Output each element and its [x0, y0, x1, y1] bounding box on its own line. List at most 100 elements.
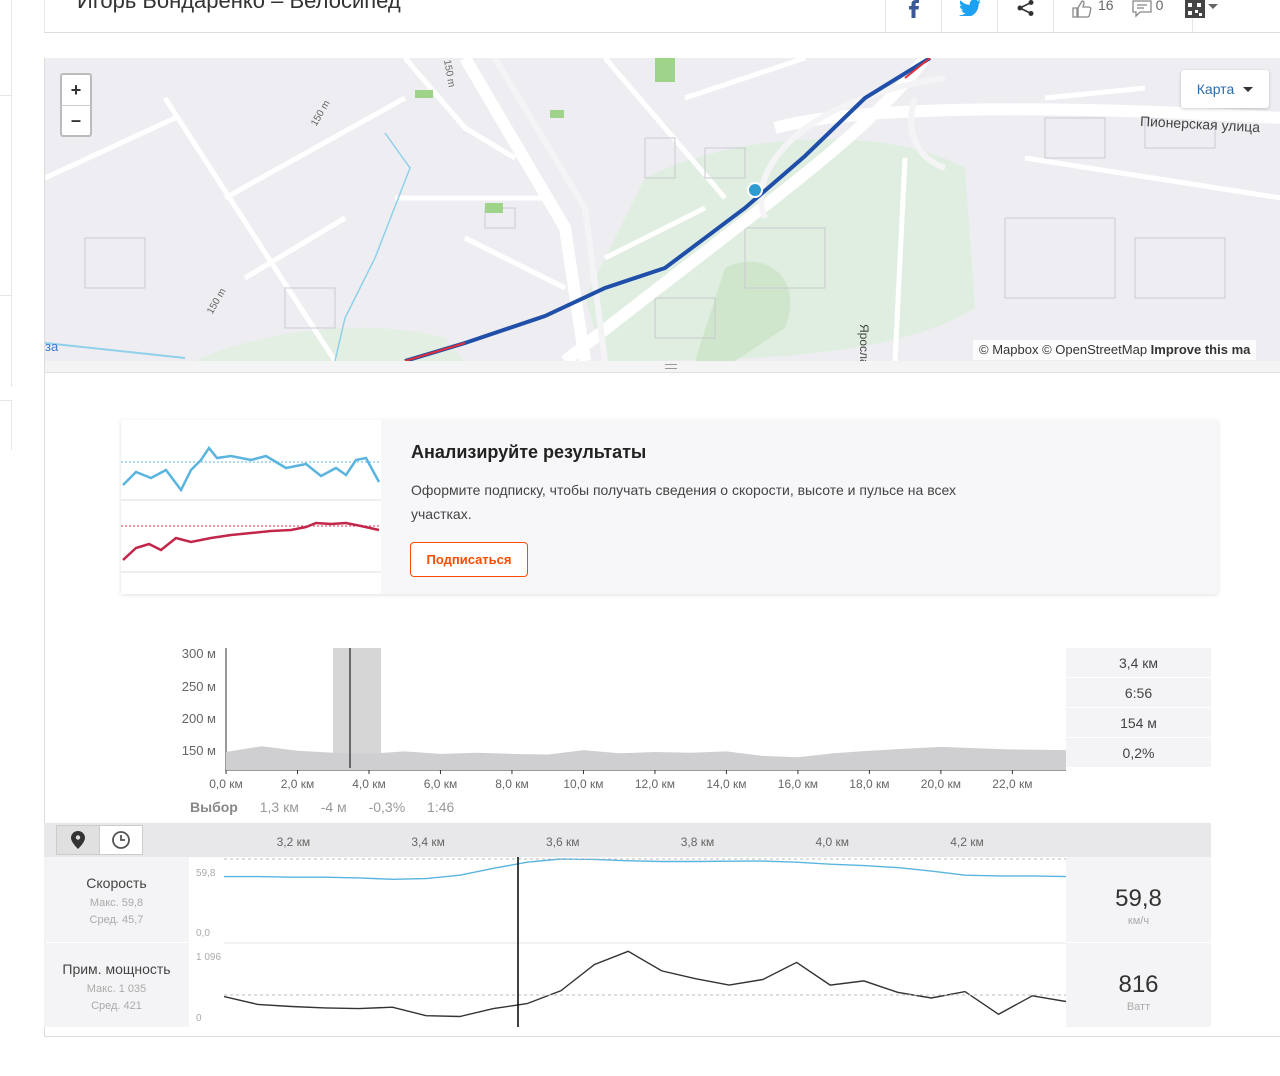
side-panel-fragment	[0, 95, 12, 295]
x-tick-label: 22,0 км	[992, 777, 1033, 791]
chevron-down-icon	[1243, 86, 1254, 92]
kudos-comments-group: 16 0	[1053, 0, 1206, 32]
kudos-count: 16	[1098, 0, 1114, 13]
speed-max: Макс. 59,8	[89, 897, 144, 909]
x-tick-label: 0,0 км	[209, 777, 243, 791]
distance-mode-button[interactable]	[56, 825, 100, 855]
speed-value-panel: 59,8 км/ч	[1066, 857, 1211, 942]
elevation-area	[226, 746, 1066, 770]
stat-elevation: 154 м	[1066, 708, 1211, 737]
selection-label: Выбор	[190, 799, 238, 815]
power-unit: Ватт	[1126, 1001, 1151, 1013]
chevron-down-icon	[1208, 4, 1218, 9]
map-resize-handle[interactable]	[44, 361, 1280, 373]
map-type-dropdown[interactable]: Карта	[1181, 70, 1269, 108]
selection-highlight[interactable]	[333, 648, 381, 768]
x-tick-label: 10,0 км	[563, 777, 604, 791]
x-tick-label: 8,0 км	[495, 777, 529, 791]
distance-tick-label: 4,0 км	[815, 835, 849, 849]
twitter-icon	[958, 0, 981, 16]
street-label: за	[45, 339, 59, 354]
speed-axis-min: 0,0	[196, 928, 210, 939]
upsell-preview-chart	[121, 420, 381, 594]
upsell-title: Анализируйте результаты	[411, 442, 647, 462]
clock-icon	[112, 831, 130, 849]
position-marker	[747, 182, 763, 198]
side-panel-fragment	[0, 0, 12, 95]
share-icon	[1017, 0, 1033, 16]
comment-icon	[1131, 0, 1152, 18]
x-tick-label: 6,0 км	[423, 777, 458, 791]
selection-distance: 1,3 км	[259, 799, 299, 815]
kudos-button[interactable]: 16	[1072, 0, 1114, 18]
improve-map-link[interactable]: Improve this ma	[1150, 342, 1251, 357]
stat-distance: 3,4 км	[1066, 648, 1211, 677]
selection-elevation: -4 м	[320, 799, 347, 815]
analysis-chart[interactable]	[224, 857, 1066, 1027]
time-mode-button[interactable]	[99, 825, 143, 855]
speed-avg: Сред. 45,7	[89, 914, 144, 926]
distance-tick-label: 3,4 км	[411, 835, 445, 849]
mapbox-link[interactable]: © Mapbox	[979, 342, 1039, 357]
power-max: Макс. 1 035	[86, 983, 147, 995]
activity-header: Игорь Бондаренко – Велосипед 16 0	[44, 0, 1280, 33]
speed-label-panel: Скорость Макс. 59,8 Сред. 45,7	[44, 857, 189, 942]
zoom-in-button[interactable]: +	[70, 79, 82, 100]
power-label-panel: Прим. мощность Макс. 1 035 Сред. 421	[44, 943, 189, 1027]
stat-time: 6:56	[1066, 678, 1211, 707]
y-tick-label: 200 м	[181, 710, 216, 726]
speed-axis-max: 59,8	[196, 868, 216, 879]
x-tick-label: 16,0 км	[777, 777, 819, 791]
comments-count: 0	[1155, 0, 1164, 13]
route-map[interactable]: Пионерская улица Ярославск за 150 m 150 …	[44, 58, 1280, 361]
subscribe-button[interactable]: Подписаться	[410, 542, 528, 577]
power-axis-max: 1 096	[196, 952, 222, 963]
analysis-toolbar: 3,2 км 3,4 км 3,6 км 3,8 км 4,0 км 4,2 км	[44, 823, 1211, 857]
power-name: Прим. мощность	[62, 961, 171, 977]
facebook-icon	[908, 0, 919, 18]
route-line	[404, 58, 932, 361]
power-line	[224, 950, 1066, 1018]
facebook-share-button[interactable]	[885, 0, 941, 32]
x-tick-label: 12,0 км	[634, 777, 676, 791]
activity-title: Игорь Бондаренко – Велосипед	[77, 0, 401, 13]
upsell-description: Оформите подписку, чтобы получать сведен…	[411, 482, 956, 522]
speed-line	[224, 858, 1066, 881]
content-frame	[44, 373, 1280, 1037]
selection-grade: -0,3%	[368, 799, 406, 815]
power-avg: Сред. 421	[91, 1000, 142, 1012]
x-tick-label: 4,0 км	[352, 777, 386, 791]
speed-unit: км/ч	[1127, 915, 1150, 927]
x-tick-label: 2,0 км	[280, 777, 315, 791]
more-actions-button[interactable]	[1193, 0, 1233, 32]
y-tick-label: 150 м	[181, 742, 216, 758]
side-panel-fragment	[0, 295, 12, 387]
selection-time: 1:46	[427, 799, 455, 815]
speed-name: Скорость	[86, 875, 147, 891]
distance-tick-label: 3,2 км	[276, 835, 311, 849]
map-attribution: © Mapbox © OpenStreetMap Improve this ma	[973, 340, 1257, 360]
x-tick-label: 14,0 км	[706, 777, 747, 791]
street-label: Ярославск	[857, 324, 871, 361]
qr-code-icon[interactable]	[1185, 0, 1206, 23]
map-pin-icon	[71, 831, 85, 849]
power-value: 816	[1118, 971, 1159, 998]
y-tick-label: 300 м	[181, 646, 216, 662]
x-tick-label: 20,0 км	[920, 777, 961, 791]
grip-icon	[665, 364, 677, 369]
speed-value: 59,8	[1115, 885, 1162, 912]
distance-tick-label: 3,8 км	[680, 835, 715, 849]
distance-tick-label: 3,6 км	[546, 835, 580, 849]
y-tick-label: 250 м	[181, 678, 216, 694]
comments-button[interactable]: 0	[1131, 0, 1164, 18]
thumbs-up-icon	[1072, 0, 1092, 18]
map-tiles	[45, 58, 1280, 361]
stat-grade: 0,2%	[1066, 738, 1211, 767]
zoom-out-button[interactable]: –	[62, 105, 90, 135]
map-type-label: Карта	[1196, 81, 1235, 97]
share-button[interactable]	[997, 0, 1053, 32]
twitter-share-button[interactable]	[941, 0, 997, 32]
zoom-controls: + –	[60, 73, 92, 137]
osm-link[interactable]: © OpenStreetMap	[1042, 342, 1148, 357]
